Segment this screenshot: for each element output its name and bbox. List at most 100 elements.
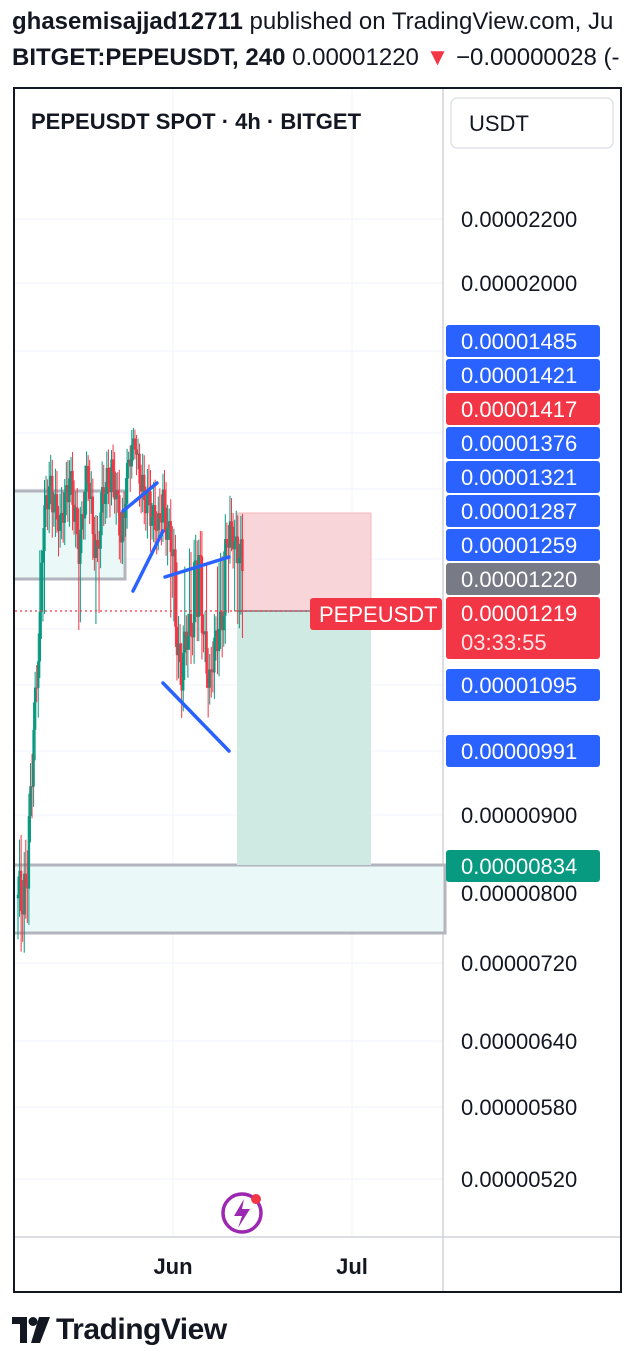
candle-body: [169, 521, 172, 552]
candle-body: [37, 661, 40, 688]
price-tag-label: 0.00001287: [461, 499, 577, 524]
symbol-tag: [310, 598, 442, 630]
candle-body: [88, 482, 91, 499]
price-tag-label: 0.00001417: [461, 397, 577, 422]
candle-body: [224, 539, 227, 616]
tradingview-logo[interactable]: TradingView: [12, 1312, 227, 1348]
chart-frame: PEPEUSDT SPOT · 4h · BITGET USDT 0.0000220…: [13, 87, 622, 1293]
candle-body: [160, 518, 163, 523]
candle-body: [141, 474, 144, 492]
candle-body: [227, 543, 230, 548]
trend-line[interactable]: [131, 529, 165, 593]
candle-body: [203, 631, 207, 635]
price-tag: [446, 461, 600, 493]
tradingview-logo-icon: [12, 1317, 50, 1343]
candle-body: [80, 513, 84, 530]
candle-body: [146, 490, 149, 514]
last-price-tag: [446, 597, 600, 659]
header-price: 0.00001220: [292, 44, 419, 71]
trend-line[interactable]: [161, 681, 231, 753]
candle-body: [158, 513, 162, 519]
candle-body: [86, 465, 90, 483]
y-tick-label: 0.00000720: [461, 951, 577, 976]
candle-body: [216, 630, 219, 652]
price-chart[interactable]: PEPEUSDT SPOT · 4h · BITGET USDT 0.0000220…: [15, 89, 620, 1291]
published-text: published on TradingView.com, Ju: [249, 8, 614, 35]
last-price-value: 0.00001219: [461, 601, 577, 626]
candle-body: [192, 562, 196, 638]
price-tag-label: 0.00001321: [461, 465, 577, 490]
candle-body: [202, 633, 205, 635]
candle-body: [194, 560, 197, 563]
candle-body: [96, 540, 99, 546]
support-zone-box: [15, 863, 447, 935]
candle-body: [197, 554, 200, 617]
candle-body: [188, 613, 191, 636]
candle-body: [191, 636, 194, 638]
down-arrow-icon: ▼: [425, 44, 450, 71]
candle-body: [38, 611, 42, 662]
candle-body: [100, 487, 104, 513]
currency-button[interactable]: [450, 97, 614, 149]
candle-body: [66, 485, 70, 503]
notification-dot: [251, 1194, 261, 1204]
candle-body: [35, 687, 38, 689]
price-tag: [446, 325, 600, 357]
candle-body: [230, 521, 233, 527]
candle-body: [63, 492, 66, 523]
candle-body: [178, 643, 182, 663]
candle-body: [231, 526, 235, 550]
candle-body: [72, 504, 76, 522]
candle-body: [139, 483, 143, 492]
candle-body: [213, 637, 216, 673]
boost-icon[interactable]: [221, 1192, 263, 1234]
candle-body: [113, 471, 116, 500]
y-tick-label: 0.00000900: [461, 803, 577, 828]
trend-line[interactable]: [163, 555, 231, 579]
author-name[interactable]: ghasemisajjad12711: [12, 8, 243, 35]
candle-body: [49, 475, 52, 487]
candle-body: [130, 444, 133, 467]
currency-button-label: USDT: [469, 111, 529, 136]
candle-body: [153, 505, 157, 530]
candle-body: [235, 536, 238, 542]
take-profit-zone: [237, 611, 371, 865]
candle-body: [118, 495, 121, 536]
candle-body: [97, 545, 101, 549]
lightning-icon: [234, 1199, 250, 1228]
candle-body: [239, 539, 243, 558]
y-tick-label: 0.00000640: [461, 1029, 577, 1054]
candle-body: [29, 786, 32, 816]
symbol-tag-label: PEPEUSDT: [319, 602, 438, 627]
candle-body: [199, 554, 202, 557]
candle-body: [83, 491, 87, 519]
candle-body: [238, 557, 241, 564]
candle-body: [200, 556, 204, 634]
candle-body: [233, 541, 236, 550]
candle-body: [24, 873, 27, 887]
candle-body: [155, 529, 158, 531]
candle-body: [138, 453, 141, 484]
candle-body: [161, 489, 165, 523]
candle-body: [44, 495, 48, 506]
price-tag-label: 0.00001376: [461, 431, 577, 456]
candle-body: [62, 512, 65, 523]
candle-body: [16, 894, 20, 899]
candle-body: [132, 438, 135, 445]
candle-body: [210, 669, 213, 671]
y-tick-label: 0.00000800: [461, 881, 577, 906]
candle-body: [183, 631, 186, 653]
price-tag: [446, 529, 600, 561]
symbol-label: BITGET:PEPEUSDT, 240: [12, 44, 286, 71]
candle-body: [91, 496, 95, 535]
y-tick-label: 0.00002200: [461, 207, 577, 232]
candle-body: [163, 489, 166, 508]
candle-body: [175, 626, 179, 656]
stop-loss-zone: [236, 512, 372, 612]
chart-legend-title: PEPEUSDT SPOT · 4h · BITGET: [31, 109, 362, 134]
candle-body: [177, 643, 180, 656]
trend-line[interactable]: [121, 481, 159, 513]
candle-body: [94, 540, 98, 558]
candle-body: [219, 611, 222, 629]
candle-body: [217, 628, 221, 652]
